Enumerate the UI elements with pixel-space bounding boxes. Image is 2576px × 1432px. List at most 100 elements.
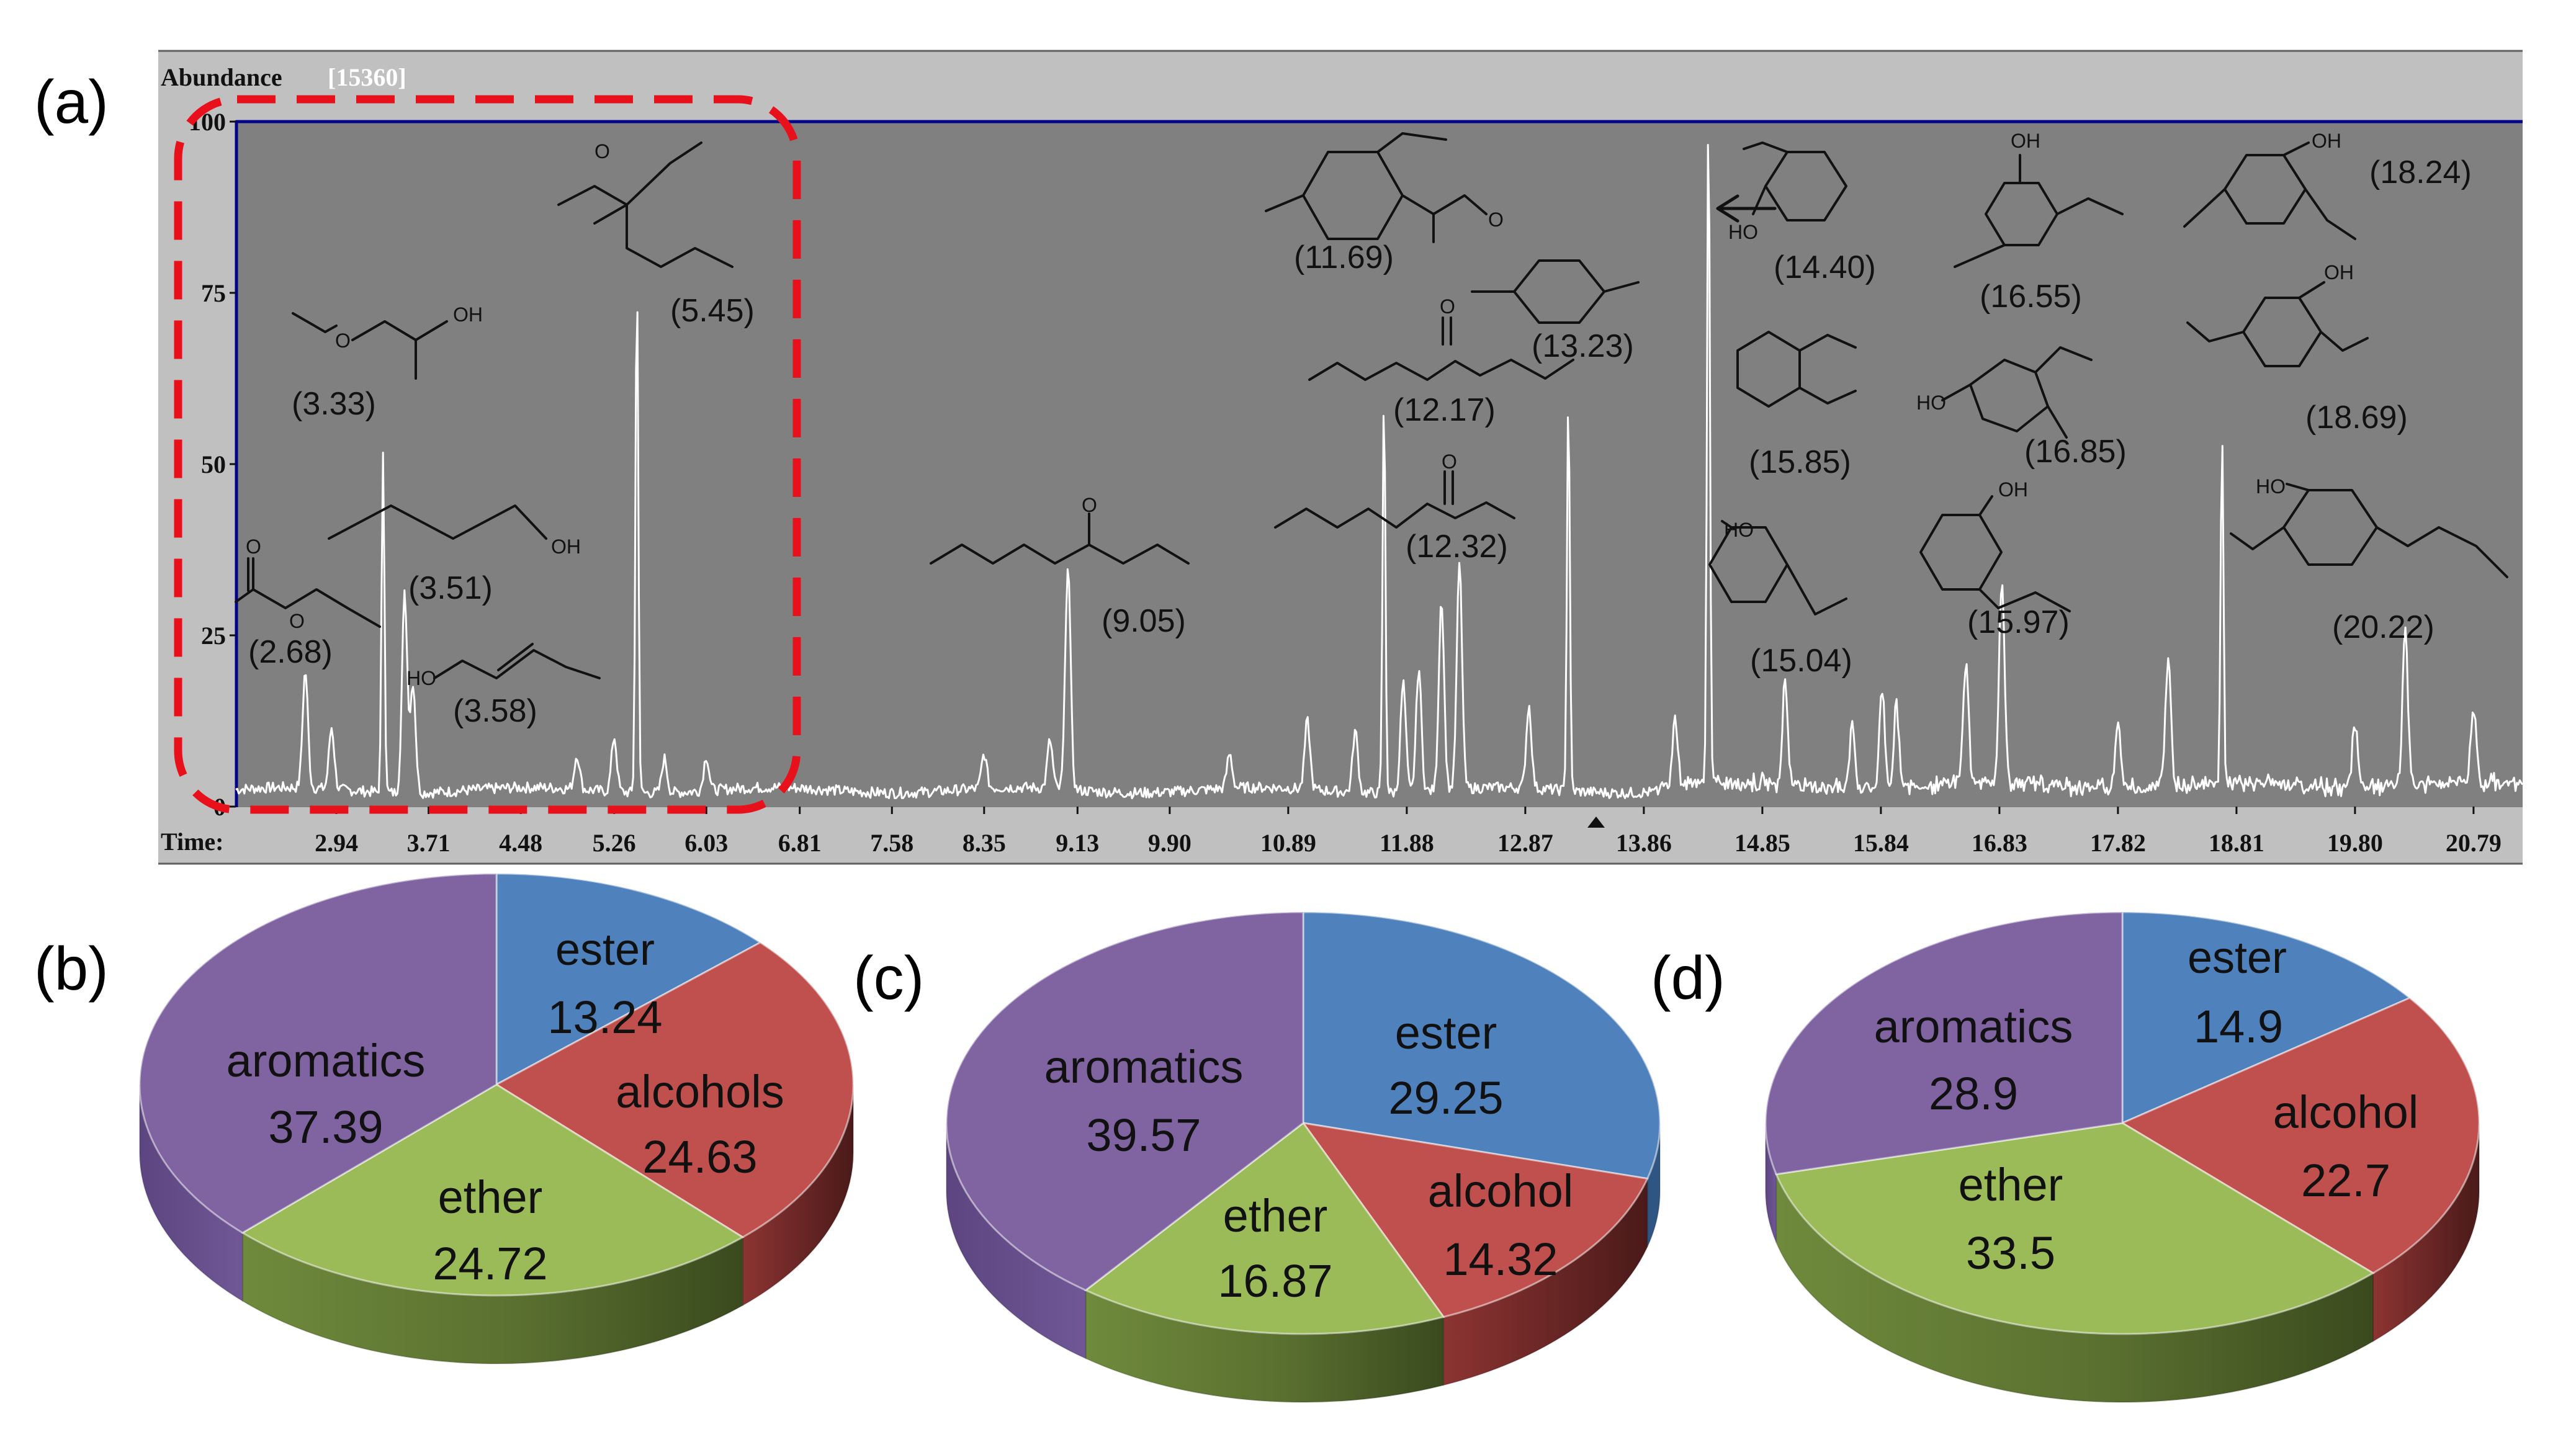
atom-label: O [1082,494,1097,516]
peak-label-11-69: (11.69) [1294,239,1394,275]
chromatogram-trace [235,144,2524,800]
pie-slice-ether [1084,1121,1445,1335]
atom-label: HO [406,667,436,689]
atom-label: OH [2324,261,2354,284]
x-tick-label: 4.48 [499,829,542,857]
slice-value-ether: 24.72 [433,1238,547,1289]
x-tick-label: 15.84 [1853,829,1909,857]
x-tick-label: 13.86 [1616,829,1672,857]
slice-label-ester: ester [1395,1007,1497,1058]
pie-slice-ester [1302,911,1661,1180]
x-tick-label: 9.90 [1148,829,1192,857]
slice-label-alcohols: alcohols [616,1066,784,1117]
atom-label: OH [2011,130,2040,152]
x-tick-label: 11.88 [1380,829,1434,857]
peak-label-16-85: (16.85) [2024,434,2127,470]
panel-label-a: (a) [34,68,109,136]
peak-label-18-69: (18.69) [2305,400,2408,436]
structure-18-69: OH [2186,261,2369,367]
abundance-label: Abundance [161,63,282,91]
structure-16-85: HO [1916,346,2093,439]
x-tick-label: 10.89 [1260,829,1316,857]
x-tick-label: 18.81 [2209,829,2264,857]
slice-value-alcohols: 24.63 [642,1131,757,1183]
highlight-dashed-box [174,95,801,814]
x-tick-label: 3.71 [407,829,451,857]
atom-label: OH [551,535,581,558]
pie-slice-aromatics [1764,911,2124,1176]
pie-slice-ester [495,872,763,1086]
structure-3-51: OH [328,504,581,558]
pie-slice-ether [1775,1122,2375,1335]
slice-label-alcohol: alcohol [2273,1086,2419,1138]
x-tick-label: 8.35 [963,829,1006,857]
slice-value-aromatics: 37.39 [268,1101,383,1153]
x-tick-label: 16.83 [1972,829,2027,857]
x-tick-label: 9.13 [1056,829,1099,857]
pie-slice-ether [240,1083,745,1297]
x-tick-label: 14.85 [1735,829,1790,857]
structure-16-55: OH [1954,130,2124,268]
time-label: Time: [161,828,223,856]
abundance-header-bar [158,51,2523,120]
pie-slice-alcohols [495,941,855,1238]
slice-label-ether: ether [438,1171,543,1223]
x-tick-label: 2.94 [315,829,358,857]
panel-label-c: (c) [853,944,924,1012]
pie-slice-aromatics [945,911,1304,1292]
peak-label-20-22: (20.22) [2332,609,2435,645]
peak-label-15-97: (15.97) [1967,604,2070,640]
x-tick-label: 12.87 [1497,829,1553,857]
structure-12-17: O [1308,295,1574,381]
atom-label: O [246,535,261,558]
structure-14-40: HO [1728,141,1847,243]
atom-label: HO [1916,392,1946,414]
structure-12-32: O [1274,450,1515,529]
atom-label: O [1440,295,1455,318]
pie-chart-b: ester 13.24 alcohols 24.63 ether 24.72 a… [138,872,855,1364]
slice-value-ester: 13.24 [547,991,662,1043]
slice-label-aromatics: aromatics [1874,1001,2073,1052]
peak-label-3-51: (3.51) [408,570,493,606]
slice-value-ester: 29.25 [1388,1072,1503,1124]
structure-11-69: O [1265,132,1504,243]
slice-label-alcohol: alcohol [1428,1165,1574,1217]
arrow-icon [1716,194,1777,223]
atom-label: O [335,329,351,352]
pie-chart-c: ester 29.25 alcohol 14.32 ether 16.87 ar… [945,911,1661,1403]
pie-slice-aromatics [138,872,498,1234]
peak-label-13-23: (13.23) [1532,328,1634,364]
structure-5-45: O [557,140,734,268]
slice-value-alcohol: 22.7 [2301,1155,2390,1206]
peak-label-16-55: (16.55) [1980,279,2082,315]
peak-label-15-85: (15.85) [1749,444,1851,480]
slice-label-aromatics: aromatics [227,1035,426,1086]
atom-label: O [595,140,610,163]
x-tick-label: 6.81 [778,829,822,857]
peak-label-15-04: (15.04) [1750,643,1852,679]
x-tick-label: 19.80 [2327,829,2383,857]
slice-label-ester: ester [2188,933,2287,983]
x-tick-label: 7.58 [870,829,913,857]
structure-3-58: HO [406,643,601,689]
peak-label-2-68: (2.68) [248,634,333,670]
peak-label-3-58: (3.58) [453,693,537,729]
panel-label-b: (b) [34,934,109,1003]
slice-value-aromatics: 28.9 [1929,1068,2018,1119]
atom-label: OH [2312,130,2341,152]
x-tick-label: 17.82 [2090,829,2146,857]
x-tick-label: 5.26 [593,829,636,857]
slice-value-aromatics: 39.57 [1086,1109,1201,1161]
structure-15-04: HO [1708,519,1847,615]
atom-label: OH [453,303,483,326]
slice-value-alcohol: 14.32 [1443,1233,1558,1285]
structure-15-85 [1736,331,1857,408]
structure-15-97: OH [1919,478,2071,612]
pie-slice-alcohol [2120,996,2480,1274]
pie-slice-alcohol [1301,1121,1649,1318]
x-axis-marker [1587,817,1605,828]
slice-label-ether: ether [1223,1190,1328,1242]
x-tick-label: 20.79 [2446,829,2502,857]
